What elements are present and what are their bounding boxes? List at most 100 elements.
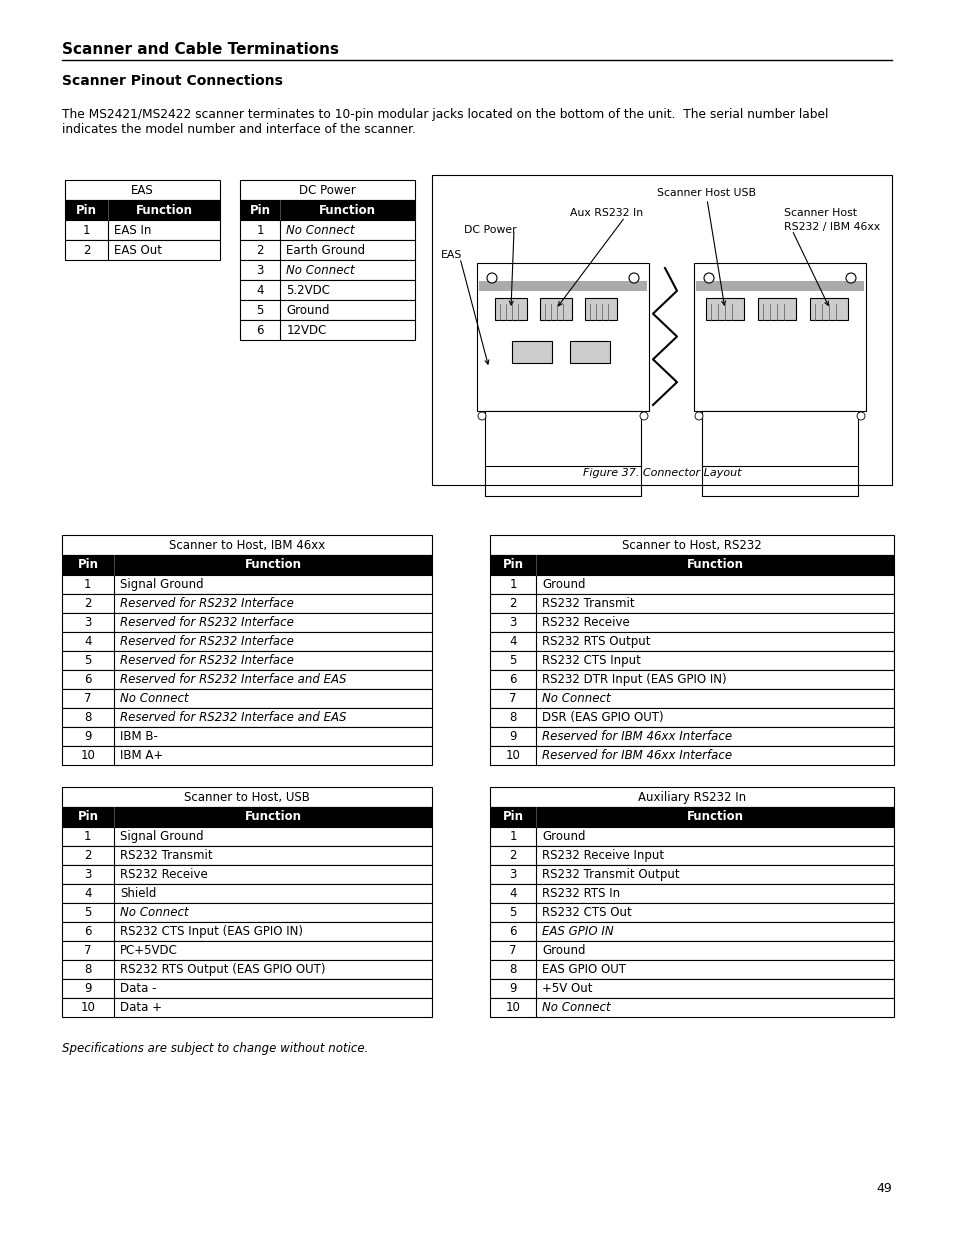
Text: RS232 / IBM 46xx: RS232 / IBM 46xx <box>783 222 880 232</box>
Text: 2: 2 <box>84 597 91 610</box>
Text: Reserved for RS232 Interface: Reserved for RS232 Interface <box>120 597 294 610</box>
Text: RS232 RTS Output (EAS GPIO OUT): RS232 RTS Output (EAS GPIO OUT) <box>120 963 325 976</box>
Text: 10: 10 <box>80 1002 95 1014</box>
Bar <box>62 923 432 941</box>
Text: 5.2VDC: 5.2VDC <box>286 284 330 296</box>
Text: RS232 DTR Input (EAS GPIO IN): RS232 DTR Input (EAS GPIO IN) <box>542 673 726 685</box>
Bar <box>62 787 432 806</box>
Circle shape <box>639 412 647 420</box>
Bar <box>584 298 617 320</box>
Text: EAS GPIO IN: EAS GPIO IN <box>542 925 614 939</box>
Text: EAS Out: EAS Out <box>114 243 162 257</box>
Text: Scanner Pinout Connections: Scanner Pinout Connections <box>62 74 283 88</box>
Text: 2: 2 <box>84 848 91 862</box>
Text: 6: 6 <box>509 673 517 685</box>
Bar <box>490 671 893 689</box>
Text: IBM B-: IBM B- <box>120 730 157 743</box>
Text: 3: 3 <box>84 868 91 881</box>
Text: EAS: EAS <box>131 184 153 196</box>
Text: 9: 9 <box>509 730 517 743</box>
Circle shape <box>695 412 702 420</box>
Text: IBM A+: IBM A+ <box>120 748 163 762</box>
Bar <box>539 298 572 320</box>
Text: No Connect: No Connect <box>120 906 189 919</box>
Text: Pin: Pin <box>250 204 271 216</box>
Text: 5: 5 <box>509 906 517 919</box>
Text: No Connect: No Connect <box>120 692 189 705</box>
Text: 3: 3 <box>509 616 517 629</box>
Text: DC Power: DC Power <box>299 184 355 196</box>
Text: 7: 7 <box>84 692 91 705</box>
Text: RS232 Receive: RS232 Receive <box>120 868 208 881</box>
Bar <box>495 298 526 320</box>
Circle shape <box>477 412 485 420</box>
Text: indicates the model number and interface of the scanner.: indicates the model number and interface… <box>62 124 416 136</box>
Text: 8: 8 <box>509 963 517 976</box>
Text: Reserved for RS232 Interface and EAS: Reserved for RS232 Interface and EAS <box>120 711 346 724</box>
Text: 2: 2 <box>509 848 517 862</box>
Bar <box>490 941 893 960</box>
Text: RS232 RTS In: RS232 RTS In <box>542 887 620 900</box>
Text: 5: 5 <box>84 655 91 667</box>
Text: Ground: Ground <box>542 944 585 957</box>
Text: Reserved for RS232 Interface: Reserved for RS232 Interface <box>120 655 294 667</box>
Text: 5: 5 <box>256 304 264 316</box>
Text: Function: Function <box>686 810 743 824</box>
Text: Scanner to Host, RS232: Scanner to Host, RS232 <box>621 538 761 552</box>
Text: 5: 5 <box>509 655 517 667</box>
Bar <box>490 651 893 671</box>
Bar <box>62 746 432 764</box>
Text: 1: 1 <box>256 224 264 236</box>
Bar <box>490 555 893 576</box>
Bar <box>490 979 893 998</box>
Bar <box>696 282 863 291</box>
Text: 7: 7 <box>509 692 517 705</box>
Text: Function: Function <box>244 810 301 824</box>
Bar <box>490 746 893 764</box>
Bar <box>62 613 432 632</box>
Text: RS232 CTS Out: RS232 CTS Out <box>542 906 632 919</box>
Bar <box>62 555 432 576</box>
Text: Signal Ground: Signal Ground <box>120 830 203 844</box>
Text: 49: 49 <box>876 1182 891 1195</box>
Text: Reserved for RS232 Interface and EAS: Reserved for RS232 Interface and EAS <box>120 673 346 685</box>
Text: Scanner and Cable Terminations: Scanner and Cable Terminations <box>62 42 338 57</box>
Bar <box>490 535 893 555</box>
Text: PC+5VDC: PC+5VDC <box>120 944 177 957</box>
Text: 4: 4 <box>84 635 91 648</box>
Text: RS232 RTS Output: RS232 RTS Output <box>542 635 650 648</box>
Text: Pin: Pin <box>502 558 523 572</box>
Text: RS232 Receive: RS232 Receive <box>542 616 630 629</box>
Bar <box>240 280 415 300</box>
Bar <box>62 651 432 671</box>
Bar <box>62 846 432 864</box>
Text: No Connect: No Connect <box>286 224 355 236</box>
Bar <box>490 846 893 864</box>
Text: Scanner Host USB: Scanner Host USB <box>657 188 756 198</box>
Text: 7: 7 <box>509 944 517 957</box>
Circle shape <box>703 273 713 283</box>
Bar <box>693 263 865 411</box>
Text: Data +: Data + <box>120 1002 162 1014</box>
Bar <box>240 320 415 340</box>
Text: Function: Function <box>135 204 193 216</box>
Text: Function: Function <box>244 558 301 572</box>
Text: RS232 Transmit Output: RS232 Transmit Output <box>542 868 679 881</box>
Bar <box>490 864 893 884</box>
Bar <box>490 708 893 727</box>
Bar <box>240 240 415 261</box>
Text: Scanner to Host, IBM 46xx: Scanner to Host, IBM 46xx <box>169 538 325 552</box>
Text: DC Power: DC Power <box>463 225 516 235</box>
Bar <box>490 923 893 941</box>
Circle shape <box>628 273 639 283</box>
Text: Pin: Pin <box>76 204 97 216</box>
Text: Ground: Ground <box>286 304 330 316</box>
Bar <box>476 263 648 411</box>
Bar <box>240 261 415 280</box>
Text: Reserved for IBM 46xx Interface: Reserved for IBM 46xx Interface <box>542 748 732 762</box>
Text: 4: 4 <box>256 284 264 296</box>
Text: 6: 6 <box>509 925 517 939</box>
Text: 1: 1 <box>84 578 91 592</box>
Text: Pin: Pin <box>77 810 98 824</box>
Bar <box>490 594 893 613</box>
